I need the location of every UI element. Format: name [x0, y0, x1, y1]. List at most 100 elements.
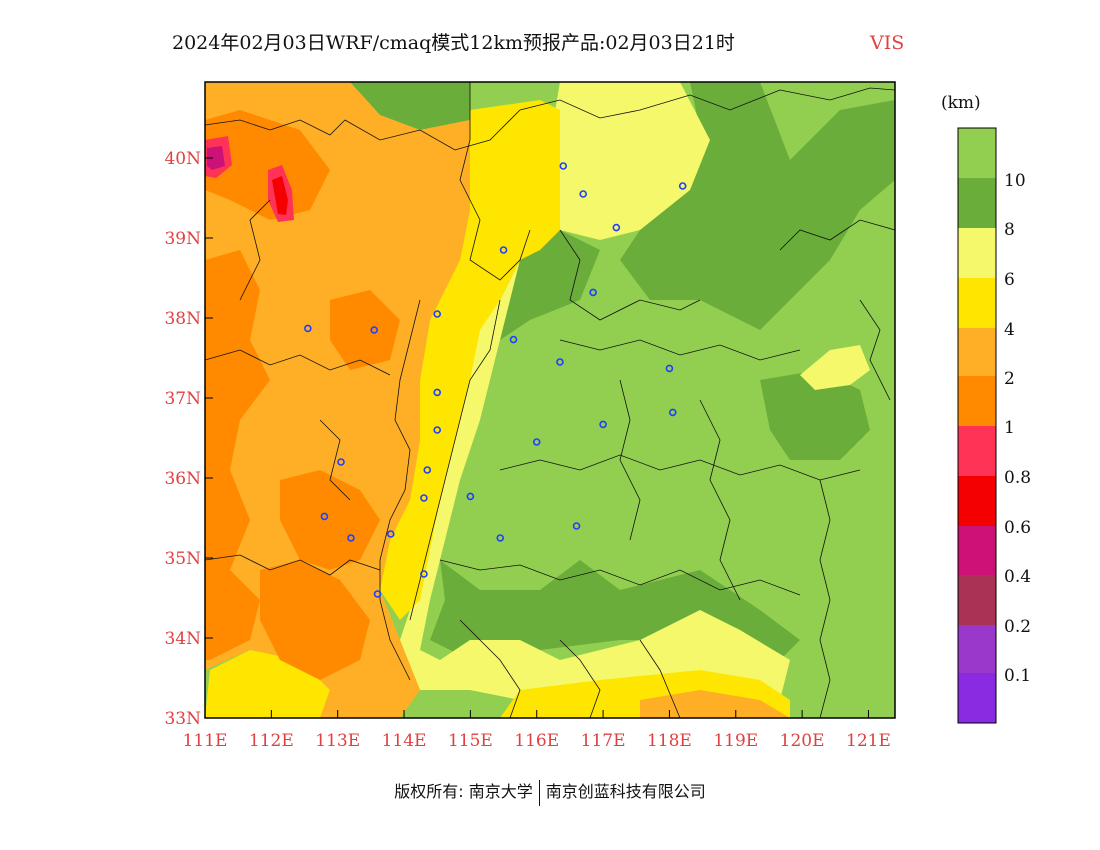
y-tick-label: 37N [164, 389, 201, 409]
legend-label-4: 4 [1004, 320, 1015, 340]
city-marker [612, 223, 621, 232]
legend-swatch-0.1-0.2 [958, 625, 996, 673]
copyright-footer: 版权所有: 南京大学 南京创蓝科技有限公司 [0, 778, 1100, 806]
legend-label-0.2: 0.2 [1004, 617, 1031, 637]
city-marker [499, 246, 508, 254]
x-tick-label: 112E [249, 731, 294, 751]
legend-swatch-0.8-1 [958, 426, 996, 476]
x-tick-label: 114E [382, 731, 427, 751]
legend-swatch-0.4-0.6 [958, 526, 996, 575]
y-tick-label: 35N [164, 549, 201, 569]
field-vis-6-8-east [800, 345, 870, 390]
axis-ticks: 111E 112E 113E 114E 115E 116E 117E 118E 119E 120E… [164, 149, 890, 751]
city-marker [347, 534, 355, 542]
map-title: 2024年02月03日WRF/cmaq模式12km预报产品:02月03日21时 [172, 32, 735, 54]
field-vis-6-8-band [400, 260, 790, 700]
x-tick-label: 121E [846, 731, 891, 751]
y-tick-label: 36N [164, 469, 201, 489]
field-vis-0.4-0.6 [207, 146, 225, 170]
city-marker [370, 326, 378, 334]
x-tick-label: 118E [647, 731, 692, 751]
legend-swatch-0.2-0.4 [958, 575, 996, 625]
x-tick-label: 113E [315, 731, 360, 751]
field-vis-8-10 [620, 82, 895, 330]
city-markers [304, 162, 687, 598]
x-tick-label: 117E [581, 731, 626, 751]
copyright-owner-company: 南京创蓝科技有限公司 [545, 782, 706, 801]
field-vis-1-2-mid [330, 290, 400, 370]
city-marker [532, 438, 541, 446]
legend-swatch-6-8 [958, 228, 996, 278]
legend-label-0.8: 0.8 [1004, 468, 1031, 488]
y-tick-label: 39N [164, 229, 201, 249]
city-marker [433, 310, 442, 318]
legend-swatch-gt10 [958, 128, 996, 178]
x-tick-label: 115E [448, 731, 493, 751]
map-variable-label: VIS [869, 32, 904, 54]
city-marker [433, 388, 442, 397]
legend-label-0.4: 0.4 [1004, 567, 1031, 587]
city-marker [423, 466, 432, 474]
city-marker [589, 288, 597, 297]
city-marker [420, 494, 428, 502]
city-marker [304, 324, 312, 333]
legend-label-10: 10 [1004, 171, 1026, 191]
x-tick-label: 120E [780, 731, 825, 751]
city-marker [572, 522, 581, 530]
y-tick-label: 40N [164, 149, 201, 169]
footer-divider [538, 779, 540, 806]
city-marker [337, 458, 345, 466]
field-vis-1-2-north [205, 110, 330, 220]
copyright-label: 版权所有: [394, 782, 464, 801]
x-tick-label: 119E [713, 731, 758, 751]
y-tick-label: 38N [164, 309, 201, 329]
field-vis-6-8 [540, 82, 710, 240]
city-marker [433, 426, 442, 434]
legend-swatch-1-2 [958, 376, 996, 426]
city-marker [559, 162, 568, 170]
colorbar [957, 127, 997, 724]
admin-boundaries [205, 82, 895, 718]
city-marker [665, 364, 674, 373]
legend-label-0.1: 0.1 [1004, 666, 1031, 686]
city-marker [496, 534, 505, 542]
city-marker [678, 182, 687, 190]
field-vis-8-10-east [760, 370, 870, 460]
city-marker [373, 590, 382, 598]
legend-label-0.6: 0.6 [1004, 518, 1031, 538]
city-marker [579, 190, 587, 198]
legend-label-1: 1 [1004, 418, 1015, 438]
y-tick-label: 34N [164, 629, 201, 649]
field-vis-1-2-south [260, 560, 370, 680]
city-marker [668, 408, 677, 417]
city-marker [509, 335, 518, 344]
colorbar-frame [957, 127, 997, 724]
city-marker [420, 570, 428, 578]
legend-label-8: 8 [1004, 220, 1015, 240]
legend-swatch-4-6 [958, 278, 996, 328]
x-tick-label: 116E [514, 731, 559, 751]
copyright-owner-university: 南京大学 [468, 782, 533, 801]
legend-swatch-lt0.1 [958, 673, 996, 723]
legend-swatch-8-10 [958, 178, 996, 228]
field-vis-1-2-central [280, 470, 380, 570]
y-tick-label: 33N [164, 709, 201, 729]
x-tick-label: 111E [183, 731, 228, 751]
legend-label-2: 2 [1004, 369, 1015, 389]
field-vis-2-4 [205, 82, 470, 718]
legend-unit: (km) [941, 93, 981, 113]
plot-frame [204, 81, 896, 719]
legend-swatch-0.6-0.8 [958, 476, 996, 526]
field-vis-8-10-north [350, 82, 470, 130]
field-vis-4-6 [380, 100, 560, 620]
legend-swatch-2-4 [958, 328, 996, 376]
city-marker [386, 530, 395, 538]
city-marker [466, 492, 475, 501]
city-marker [599, 420, 607, 429]
field-vis-0.6-0.8 [272, 176, 288, 215]
legend-label-6: 6 [1004, 270, 1015, 290]
city-marker [320, 512, 329, 521]
plot-area [205, 82, 895, 718]
city-marker [556, 358, 564, 366]
